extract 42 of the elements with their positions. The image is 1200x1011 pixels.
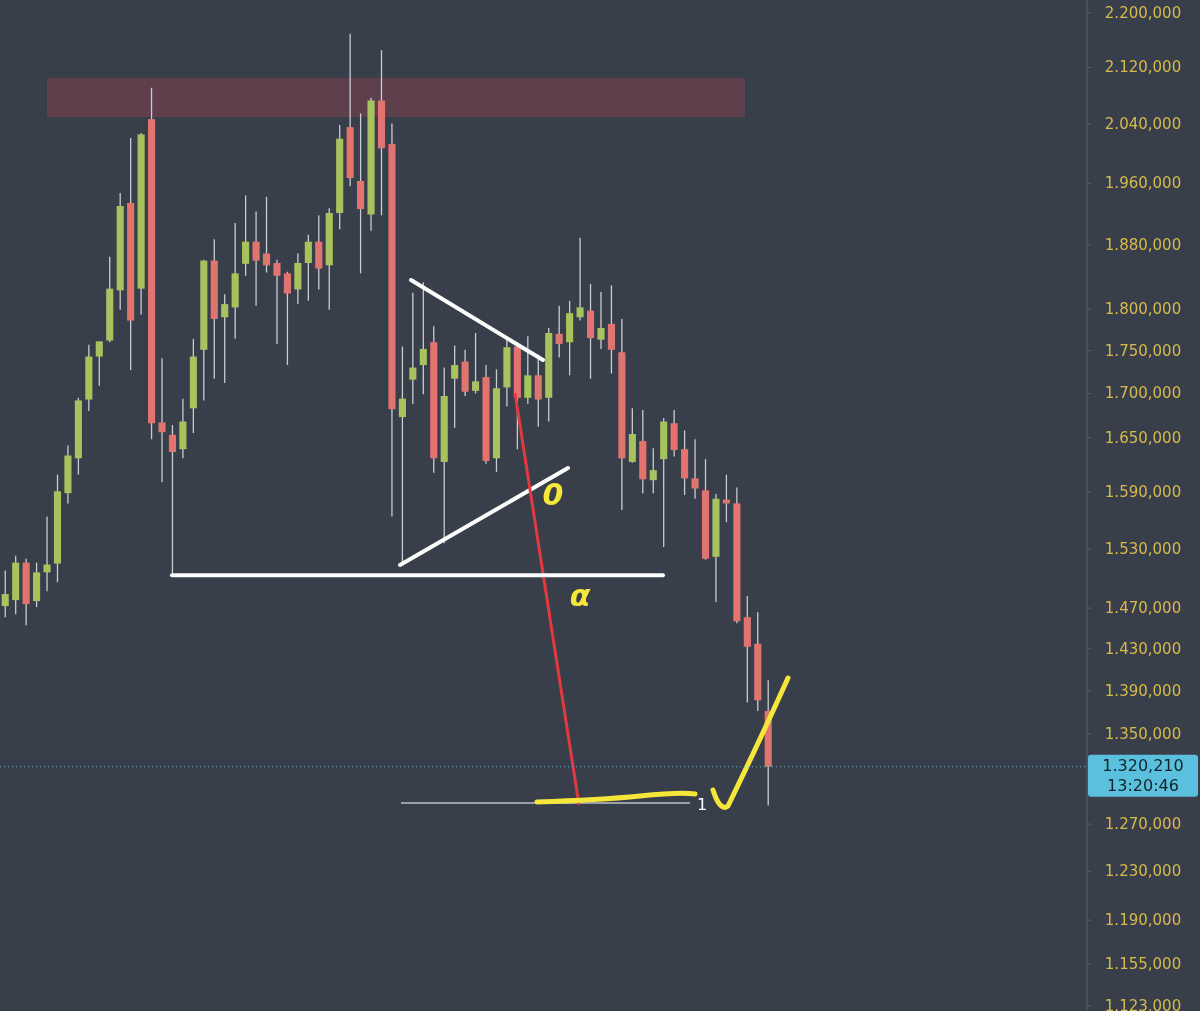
annotation: 0 (542, 477, 564, 512)
candlestick (273, 259, 281, 345)
y-tick-label: 1.800,000 (1104, 300, 1182, 319)
y-tick-label: 1.190,000 (1104, 911, 1182, 930)
y-tick-label: 2.040,000 (1104, 115, 1182, 134)
y-tick-label: 2.200,000 (1104, 3, 1182, 22)
ref-line-label: 1.320,210 (1102, 755, 1184, 775)
text: 13:20:46 (1107, 775, 1179, 795)
candlestick (597, 291, 605, 350)
y-tick-label: 2.120,000 (1104, 58, 1182, 77)
candlestick (262, 196, 271, 274)
candlestick (304, 233, 312, 302)
candlestick (242, 194, 250, 277)
candlestick (221, 293, 229, 384)
candlestick (43, 515, 51, 592)
candlestick (283, 271, 291, 366)
candlestick (555, 305, 563, 359)
candlestick (168, 424, 177, 576)
candlestick (252, 210, 260, 307)
candlestick (576, 237, 584, 322)
y-tick-label: 1.155,000 (1104, 955, 1182, 974)
y-tick-label: 1.700,000 (1104, 384, 1182, 403)
candlestick (158, 357, 166, 483)
y-tick-label: 1.270,000 (1104, 815, 1182, 834)
y-tick-label: 1.750,000 (1104, 341, 1182, 360)
y-tick-label: 1.350,000 (1104, 724, 1182, 743)
candlestick (451, 344, 459, 429)
y-tick-label: 1.530,000 (1104, 540, 1182, 559)
candlestick (691, 438, 699, 500)
y-tick-label: 1.470,000 (1104, 599, 1182, 618)
y-tick-label: 1.430,000 (1104, 639, 1182, 658)
annotation: 1 (696, 795, 708, 814)
y-tick-label: 1.390,000 (1104, 681, 1182, 700)
annotation: α (569, 578, 591, 613)
y-tick-label: 1.960,000 (1104, 174, 1182, 193)
y-tick-label: 1.650,000 (1104, 428, 1182, 447)
y-tick-label: 1.590,000 (1104, 483, 1182, 502)
candlestick (95, 340, 103, 387)
y-tick-label: 1.230,000 (1104, 862, 1182, 881)
candlestick (649, 447, 657, 494)
candlestick (1, 569, 9, 618)
y-tick-label: 1.880,000 (1104, 235, 1182, 254)
